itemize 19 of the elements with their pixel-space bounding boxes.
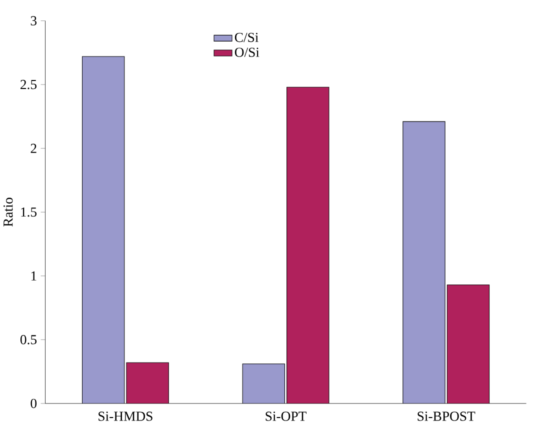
y-tick-label: 3 xyxy=(30,16,37,26)
x-tick-label: Si-OPT xyxy=(266,411,306,421)
y-tick-label: 1 xyxy=(31,271,36,280)
bar xyxy=(82,56,124,404)
bar xyxy=(286,86,329,404)
y-tick-label: 1.5 xyxy=(21,207,37,217)
y-tick-label: 2.5 xyxy=(20,80,37,90)
bar xyxy=(402,121,446,404)
bar xyxy=(446,284,490,404)
x-tick-label: Si-BPOST xyxy=(418,411,476,421)
y-axis-title: Ratio xyxy=(4,198,13,226)
legend-label: C/Si xyxy=(234,32,258,42)
bar xyxy=(126,362,169,404)
y-tick-label: 0.5 xyxy=(20,334,37,344)
bar xyxy=(242,364,285,404)
y-tick-label: 2 xyxy=(30,144,36,153)
x-tick-label: Si-HMDS xyxy=(98,411,152,421)
legend-label: O/Si xyxy=(234,48,260,57)
y-tick-label: 0 xyxy=(30,398,37,408)
